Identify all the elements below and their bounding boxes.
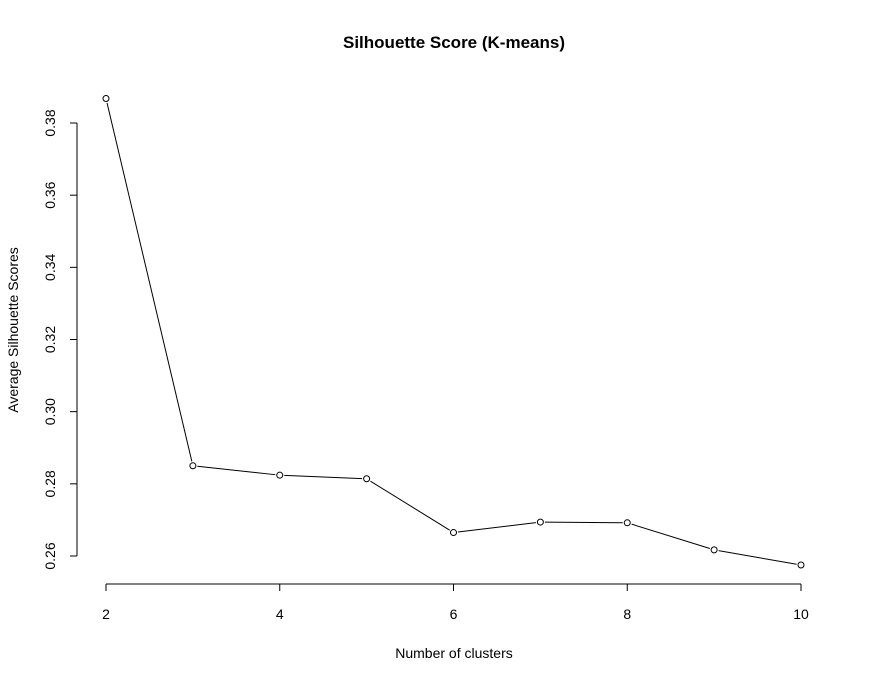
chart-title: Silhouette Score (K-means): [343, 33, 565, 52]
y-axis: 0.26 0.28 0.30 0.32 0.34 0.36 0.38: [42, 109, 78, 570]
y-tick-label: 0.26: [42, 542, 58, 569]
data-point: [189, 462, 197, 470]
y-tick-label: 0.30: [42, 398, 58, 425]
series-line-segment: [457, 522, 536, 533]
y-tick-label: 0.38: [42, 109, 58, 136]
series-line-segment: [718, 550, 797, 565]
data-point: [450, 529, 457, 537]
data-point: [536, 518, 544, 526]
data-point: [623, 519, 631, 527]
series-line-segment: [370, 480, 450, 531]
y-tick-label: 0.36: [42, 181, 58, 208]
x-tick-label: 10: [793, 606, 809, 622]
y-tick-label: 0.34: [42, 253, 58, 280]
series-line-segment: [284, 474, 363, 480]
data-point: [710, 546, 718, 554]
x-axis-label: Number of clusters: [395, 645, 512, 661]
series-line-segment: [106, 102, 193, 462]
x-tick-label: 6: [450, 606, 458, 622]
data-point: [102, 94, 110, 102]
data-point: [363, 475, 371, 483]
y-tick-label: 0.32: [42, 326, 58, 353]
series-line-segment: [544, 521, 623, 524]
series-line-segment: [197, 465, 276, 476]
series: [102, 94, 805, 569]
data-point: [797, 561, 805, 569]
x-tick-label: 8: [623, 606, 631, 622]
x-axis: 2 4 6 8 10: [102, 583, 809, 622]
x-tick-label: 4: [276, 606, 284, 622]
x-tick-label: 2: [102, 606, 110, 622]
data-point: [276, 471, 284, 479]
series-line-segment: [631, 523, 710, 550]
y-axis-label: Average Silhouette Scores: [5, 247, 21, 413]
y-tick-label: 0.28: [42, 470, 58, 497]
